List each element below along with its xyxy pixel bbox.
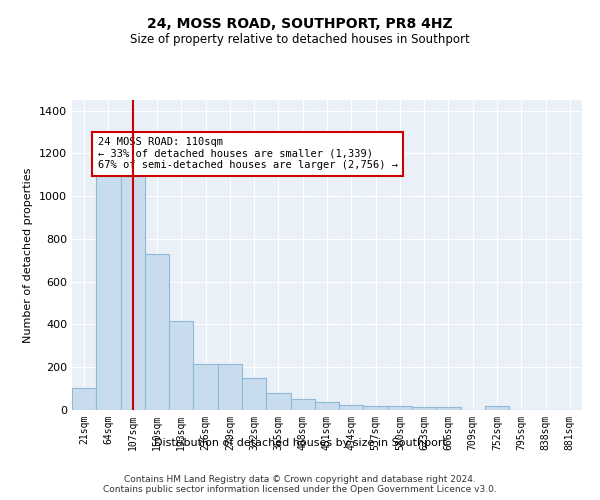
Bar xyxy=(121,162,145,410)
Text: Distribution of detached houses by size in Southport: Distribution of detached houses by size … xyxy=(154,438,446,448)
Bar xyxy=(290,399,315,410)
Bar xyxy=(72,388,96,410)
Bar xyxy=(96,162,121,410)
Bar xyxy=(388,406,412,410)
Text: Size of property relative to detached houses in Southport: Size of property relative to detached ho… xyxy=(130,32,470,46)
Bar xyxy=(364,406,388,410)
Bar xyxy=(436,407,461,410)
Y-axis label: Number of detached properties: Number of detached properties xyxy=(23,168,34,342)
Bar xyxy=(412,407,436,410)
Bar xyxy=(485,406,509,410)
Bar xyxy=(339,406,364,410)
Text: 24 MOSS ROAD: 110sqm
← 33% of detached houses are smaller (1,339)
67% of semi-de: 24 MOSS ROAD: 110sqm ← 33% of detached h… xyxy=(97,137,398,170)
Bar xyxy=(218,364,242,410)
Text: Contains HM Land Registry data © Crown copyright and database right 2024.: Contains HM Land Registry data © Crown c… xyxy=(124,476,476,484)
Bar xyxy=(315,402,339,410)
Bar xyxy=(145,254,169,410)
Text: 24, MOSS ROAD, SOUTHPORT, PR8 4HZ: 24, MOSS ROAD, SOUTHPORT, PR8 4HZ xyxy=(147,18,453,32)
Bar xyxy=(266,393,290,410)
Text: Contains public sector information licensed under the Open Government Licence v3: Contains public sector information licen… xyxy=(103,486,497,494)
Bar xyxy=(242,378,266,410)
Bar xyxy=(193,364,218,410)
Bar xyxy=(169,322,193,410)
